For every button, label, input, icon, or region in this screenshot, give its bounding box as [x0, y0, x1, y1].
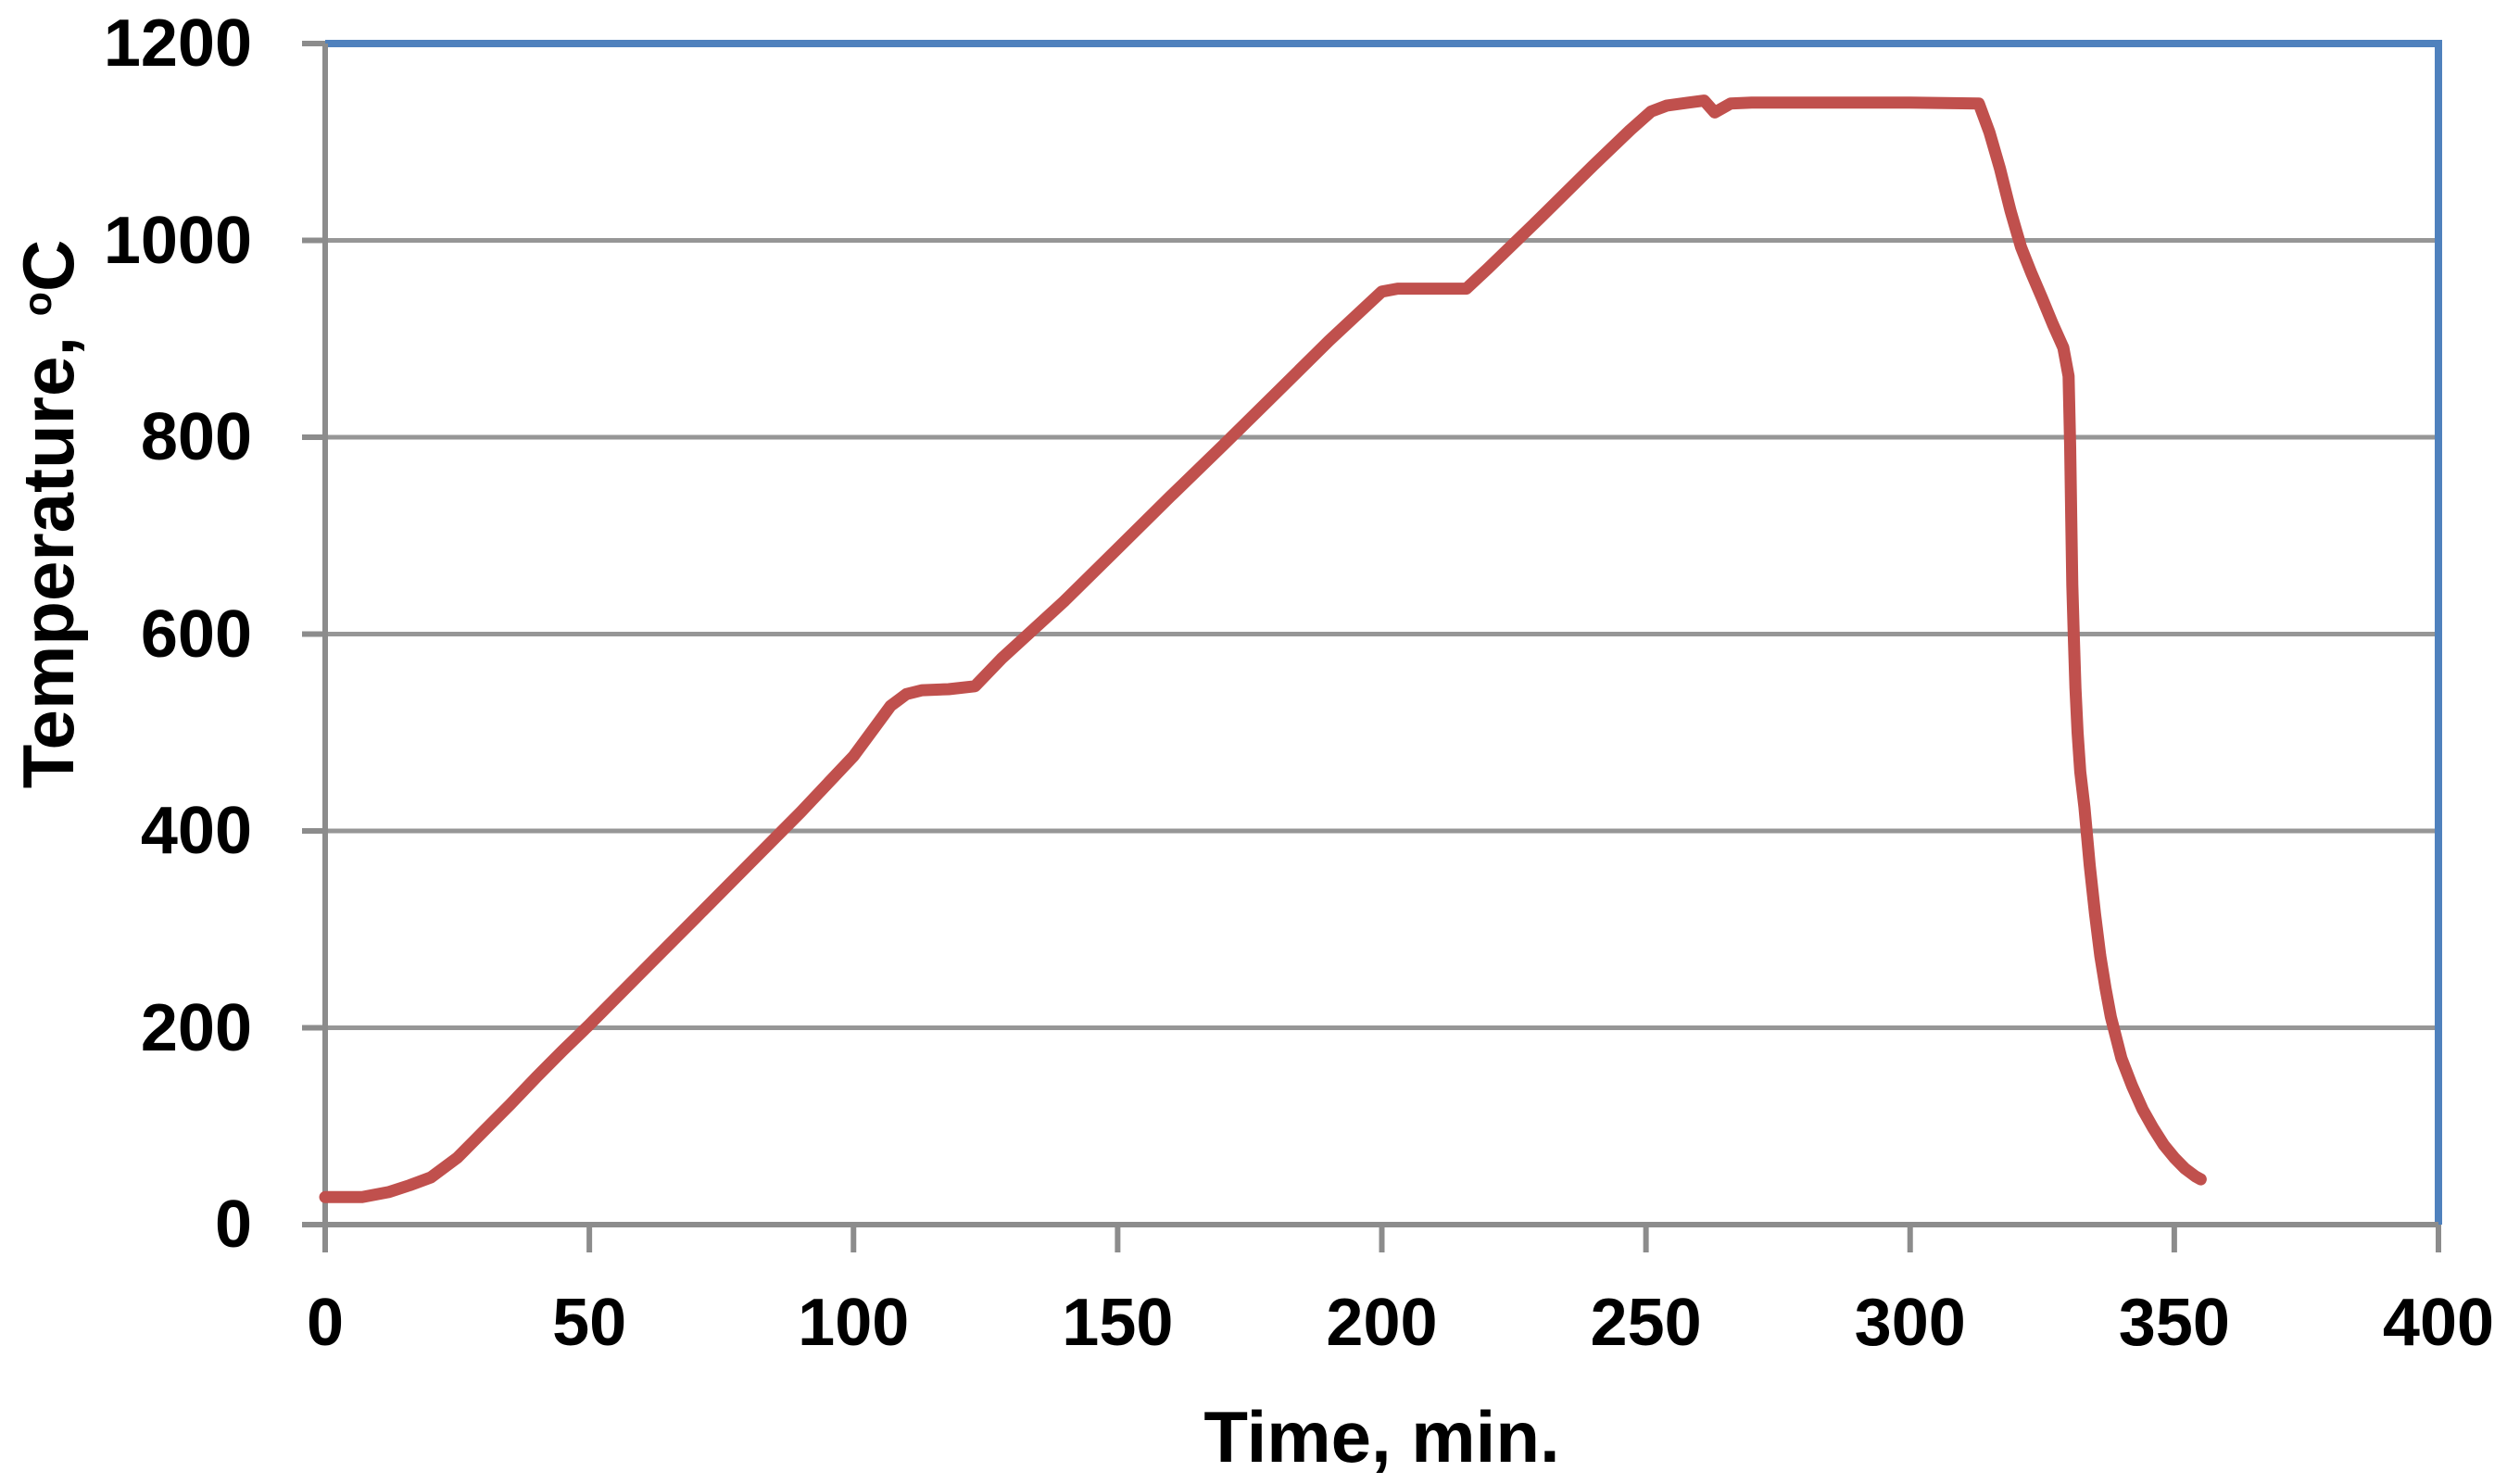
x-axis-tick-label: 200: [1326, 1286, 1438, 1360]
y-axis-title: Temperature, oC: [7, 236, 89, 792]
x-axis-tick-label: 250: [1590, 1286, 1702, 1360]
x-axis-tick-label: 400: [2382, 1286, 2495, 1360]
plot-area-border: [325, 40, 2442, 1225]
x-axis-tick-label: 350: [2118, 1286, 2230, 1360]
y-axis-tick-label: 200: [140, 990, 252, 1065]
y-axis-tick-label: 400: [140, 794, 252, 868]
y-axis-tick-label: 1000: [103, 203, 252, 278]
x-axis-tick-label: 300: [1854, 1286, 1966, 1360]
x-axis-tick-label: 50: [552, 1286, 627, 1360]
x-axis-title: Time, min.: [1203, 1396, 1560, 1478]
y-axis-tick-label: 600: [140, 597, 252, 672]
x-axis-tick-label: 100: [798, 1286, 910, 1360]
x-axis-tick-label: 150: [1062, 1286, 1174, 1360]
x-axis-tick-label: 0: [306, 1286, 345, 1360]
y-axis-title-text: Temperature,: [7, 316, 89, 789]
y-axis-tick-label: 0: [214, 1188, 252, 1262]
y-axis-tick-label: 800: [140, 400, 252, 474]
temperature-series-line: [319, 94, 2207, 1203]
degree-superscript: o: [16, 292, 61, 317]
y-axis-title-unit: C: [7, 239, 89, 293]
y-axis-tick-label: 1200: [103, 6, 252, 81]
